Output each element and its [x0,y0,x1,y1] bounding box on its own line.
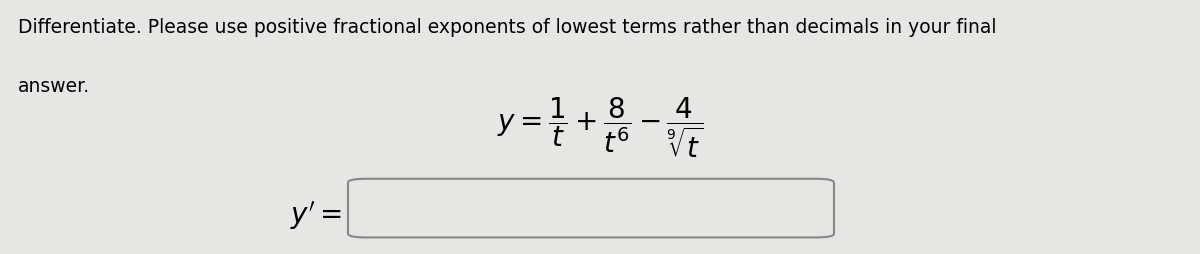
Text: $y' =$: $y' =$ [289,198,342,231]
Text: $y = \dfrac{1}{t} + \dfrac{8}{t^6} - \dfrac{4}{\sqrt[9]{t}}$: $y = \dfrac{1}{t} + \dfrac{8}{t^6} - \df… [497,95,703,159]
FancyBboxPatch shape [348,179,834,237]
Text: Differentiate. Please use positive fractional exponents of lowest terms rather t: Differentiate. Please use positive fract… [18,18,996,37]
Text: answer.: answer. [18,76,90,95]
